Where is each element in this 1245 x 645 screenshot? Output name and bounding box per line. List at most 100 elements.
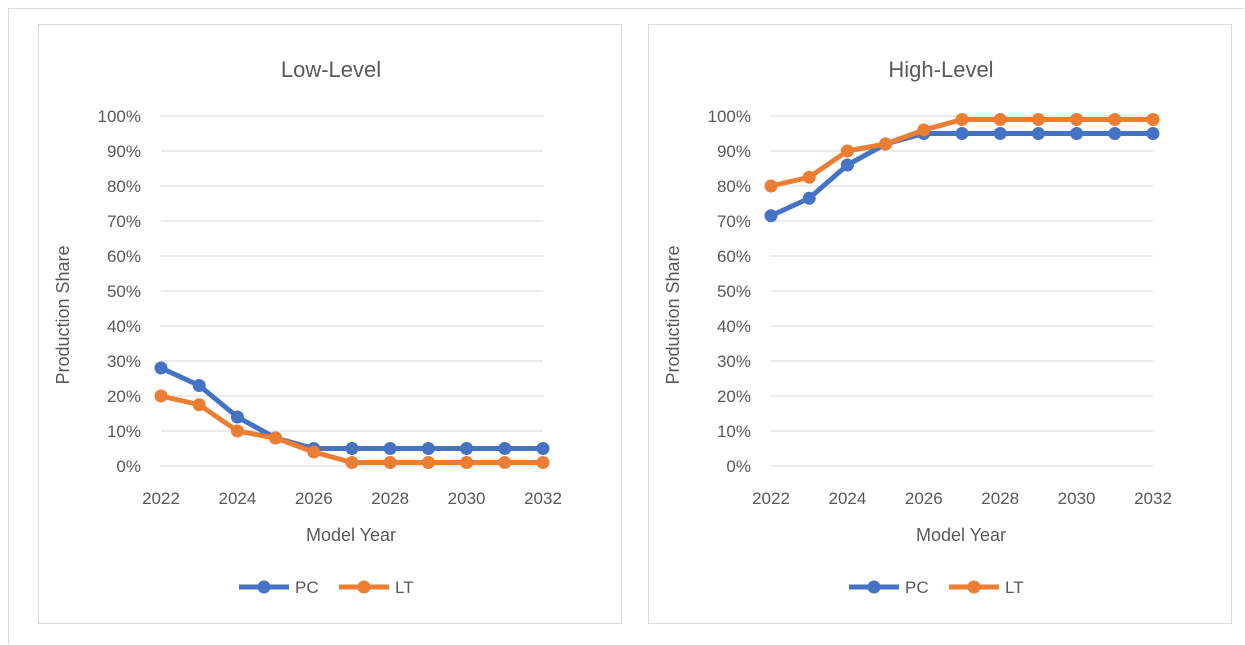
grid-lines xyxy=(161,115,543,467)
data-point-lt xyxy=(460,456,474,469)
y-tick-label: 0% xyxy=(116,457,141,476)
y-tick-label: 100% xyxy=(98,107,141,126)
y-axis-title: Production Share xyxy=(53,245,73,384)
legend-marker-pc xyxy=(257,580,271,594)
y-tick-label: 70% xyxy=(107,212,141,231)
legend-label-pc: PC xyxy=(295,578,319,597)
series-line-pc xyxy=(158,365,546,451)
legend-label-lt: LT xyxy=(1005,578,1024,597)
chart-svg-high-level: High-Level 0% 10% 20% 30% 40% 50% 60% 70% 80% 90%… xyxy=(663,57,1172,597)
data-point-lt xyxy=(345,456,359,469)
y-tick-label: 100% xyxy=(708,107,751,126)
x-tick-label: 2026 xyxy=(905,489,943,508)
data-point-lt xyxy=(764,179,778,193)
data-point-lt xyxy=(955,113,969,126)
chart-title: Low-Level xyxy=(281,57,381,82)
y-tick-label: 40% xyxy=(107,317,141,336)
data-point-lt xyxy=(307,445,321,459)
y-tick-label: 40% xyxy=(717,317,751,336)
data-point-pc xyxy=(993,127,1007,140)
legend: PC LT xyxy=(239,578,414,597)
y-tick-label: 80% xyxy=(717,177,751,196)
y-tick-labels: 0% 10% 20% 30% 40% 50% 60% 70% 80% 90% 100% xyxy=(98,107,141,476)
x-tick-label: 2022 xyxy=(752,489,790,508)
data-point-pc xyxy=(536,442,550,455)
y-tick-labels: 0% 10% 20% 30% 40% 50% 60% 70% 80% 90% 100% xyxy=(708,107,751,476)
y-tick-label: 90% xyxy=(107,142,141,161)
legend-label-lt: LT xyxy=(395,578,414,597)
legend-marker-pc xyxy=(867,580,881,594)
y-tick-label: 10% xyxy=(107,422,141,441)
x-tick-label: 2026 xyxy=(295,489,333,508)
x-tick-label: 2024 xyxy=(218,489,256,508)
data-point-pc xyxy=(230,410,244,424)
data-point-lt xyxy=(1070,113,1084,126)
x-tick-label: 2024 xyxy=(828,489,866,508)
legend-label-pc: PC xyxy=(905,578,929,597)
chart-panel-low-level: Low-Level 0% 10% 20% 30% 40% 50% 60% 70% 80% 90% 1… xyxy=(38,24,622,624)
chart-svg-low-level: Low-Level 0% 10% 20% 30% 40% 50% 60% 70% 80% 90% 1… xyxy=(53,57,562,597)
x-tick-labels: 2022 2024 2026 2028 2030 2032 xyxy=(752,489,1172,508)
data-point-lt xyxy=(154,389,168,403)
x-tick-label: 2030 xyxy=(448,489,486,508)
figure-frame xyxy=(8,8,1244,644)
data-point-lt xyxy=(498,456,512,469)
grid-lines xyxy=(771,115,1153,467)
chart-title: High-Level xyxy=(888,57,993,82)
data-point-pc xyxy=(345,442,359,455)
legend: PC LT xyxy=(849,578,1024,597)
y-tick-label: 10% xyxy=(717,422,751,441)
series-group xyxy=(154,361,550,469)
data-point-lt xyxy=(230,424,244,438)
data-point-pc xyxy=(1108,127,1122,140)
data-point-pc xyxy=(154,361,168,375)
data-point-pc xyxy=(498,442,512,455)
series-line-pc xyxy=(768,131,1156,219)
y-tick-label: 60% xyxy=(107,247,141,266)
data-point-lt xyxy=(269,431,283,445)
data-point-pc xyxy=(1146,127,1160,140)
x-tick-label: 2028 xyxy=(371,489,409,508)
data-point-lt xyxy=(917,123,931,137)
data-point-pc xyxy=(802,191,816,205)
data-point-pc xyxy=(1070,127,1084,140)
data-point-pc xyxy=(460,442,474,455)
x-axis-title: Model Year xyxy=(916,525,1006,545)
x-tick-label: 2032 xyxy=(524,489,562,508)
y-tick-label: 50% xyxy=(717,282,751,301)
x-tick-label: 2022 xyxy=(142,489,180,508)
data-point-pc xyxy=(955,127,969,140)
x-axis-title: Model Year xyxy=(306,525,396,545)
y-tick-label: 80% xyxy=(107,177,141,196)
data-point-lt xyxy=(840,144,854,158)
y-tick-label: 90% xyxy=(717,142,751,161)
data-point-pc xyxy=(840,158,854,172)
y-tick-label: 0% xyxy=(726,457,751,476)
y-tick-label: 20% xyxy=(107,387,141,406)
data-point-lt xyxy=(383,456,397,469)
y-tick-label: 60% xyxy=(717,247,751,266)
chart-panel-high-level: High-Level 0% 10% 20% 30% 40% 50% 60% 70% 80% 90%… xyxy=(648,24,1232,624)
x-tick-label: 2032 xyxy=(1134,489,1172,508)
data-point-pc xyxy=(1031,127,1045,140)
y-tick-label: 70% xyxy=(717,212,751,231)
data-point-pc xyxy=(421,442,435,455)
data-point-lt xyxy=(802,170,816,184)
x-tick-label: 2028 xyxy=(981,489,1019,508)
y-tick-label: 30% xyxy=(717,352,751,371)
legend-marker-lt xyxy=(967,580,981,594)
data-point-lt xyxy=(1108,113,1122,126)
data-point-lt xyxy=(192,398,206,412)
data-point-lt xyxy=(1031,113,1045,126)
y-tick-label: 30% xyxy=(107,352,141,371)
y-tick-label: 20% xyxy=(717,387,751,406)
legend-marker-lt xyxy=(357,580,371,594)
y-axis-title: Production Share xyxy=(663,245,683,384)
data-point-lt xyxy=(993,113,1007,126)
data-point-lt xyxy=(536,456,550,469)
data-point-pc xyxy=(383,442,397,455)
data-point-lt xyxy=(879,137,893,151)
y-tick-label: 50% xyxy=(107,282,141,301)
series-group xyxy=(764,113,1160,223)
data-point-pc xyxy=(192,379,206,392)
